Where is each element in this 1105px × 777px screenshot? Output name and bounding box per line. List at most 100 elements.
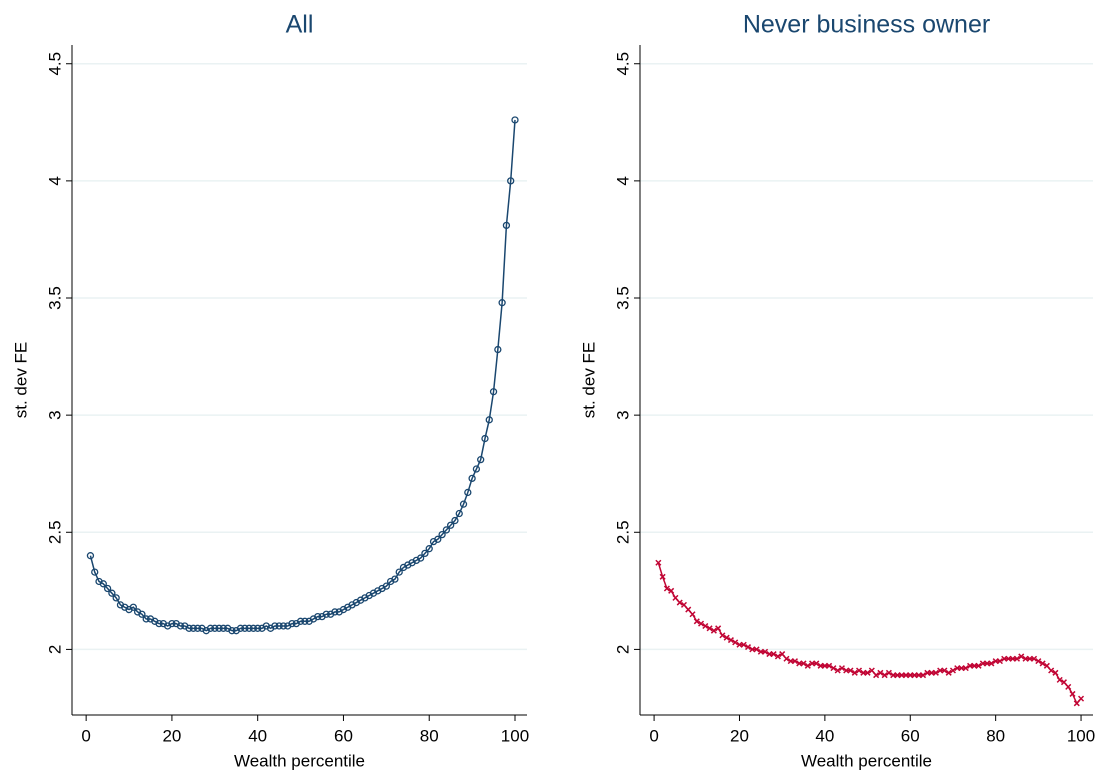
series-line: [89, 119, 516, 632]
marker: [219, 624, 228, 632]
y-axis-title: st. dev FE: [579, 342, 598, 419]
marker: [215, 624, 223, 632]
marker: [685, 606, 692, 613]
marker: [945, 669, 952, 676]
marker: [962, 665, 969, 672]
marker: [129, 603, 137, 611]
marker: [864, 669, 871, 676]
marker: [91, 568, 99, 576]
marker: [455, 509, 463, 518]
marker: [86, 552, 95, 560]
marker: [1078, 695, 1085, 702]
marker: [416, 554, 425, 562]
marker: [249, 624, 258, 632]
series-line: [657, 562, 1082, 705]
marker: [881, 672, 888, 679]
marker: [155, 619, 163, 628]
marker: [719, 632, 726, 639]
y-tick-label: 2.5: [45, 520, 64, 544]
marker: [485, 416, 493, 424]
marker: [727, 637, 734, 644]
marker: [395, 568, 403, 576]
marker: [459, 500, 468, 508]
marker: [873, 672, 880, 679]
marker: [723, 634, 730, 641]
marker: [680, 601, 688, 608]
marker: [434, 535, 442, 543]
marker: [693, 618, 700, 625]
y-tick-label: 4: [613, 176, 632, 185]
marker: [855, 667, 863, 674]
marker: [254, 624, 262, 632]
marker: [464, 488, 472, 497]
marker: [1069, 690, 1076, 697]
marker: [112, 594, 120, 602]
y-tick-label: 4.5: [613, 52, 632, 76]
marker: [331, 608, 339, 616]
marker: [489, 388, 498, 396]
x-tick-label: 60: [334, 726, 353, 745]
marker: [932, 669, 939, 676]
marker: [676, 599, 683, 606]
marker: [826, 662, 833, 669]
marker: [800, 660, 807, 667]
marker: [425, 545, 433, 553]
marker: [442, 526, 451, 534]
marker: [1018, 653, 1025, 660]
marker: [498, 299, 506, 307]
marker: [920, 672, 927, 679]
y-tick-label: 3.5: [45, 286, 64, 310]
marker: [447, 521, 455, 529]
marker: [279, 622, 288, 630]
marker: [672, 594, 679, 601]
marker: [988, 660, 995, 667]
marker: [702, 622, 709, 630]
marker: [838, 665, 845, 672]
marker: [108, 589, 116, 597]
marker: [138, 610, 146, 618]
x-tick-label: 20: [162, 726, 181, 745]
marker: [1013, 655, 1021, 662]
marker: [1039, 660, 1046, 667]
marker: [176, 622, 185, 630]
panel: All 2 2.5 3 3.5 4 4.5 0 20 40 60 80 100 Wealth percen…: [11, 11, 529, 771]
marker: [1031, 655, 1038, 662]
marker: [322, 610, 330, 618]
marker: [228, 627, 236, 635]
x-tick-label: 80: [986, 726, 1005, 745]
x-tick-label: 40: [815, 726, 834, 745]
marker: [1060, 679, 1068, 686]
marker: [774, 653, 781, 660]
marker: [868, 667, 875, 674]
marker: [698, 620, 705, 627]
marker: [710, 627, 717, 634]
marker: [206, 624, 215, 632]
marker: [770, 651, 777, 658]
marker: [472, 465, 481, 473]
marker: [1048, 667, 1055, 674]
marker: [451, 516, 459, 525]
marker: [791, 658, 799, 665]
marker: [211, 624, 219, 632]
x-tick-label: 100: [1067, 726, 1095, 745]
panel: Never business owner 2 2.5 3 3.5 4 4.5 0 20 40 60 8…: [579, 11, 1095, 771]
marker: [996, 658, 1003, 665]
marker: [194, 624, 202, 632]
marker: [804, 662, 811, 669]
x-tick-label: 60: [901, 726, 920, 745]
marker: [382, 582, 390, 590]
y-tick-label: 3: [613, 410, 632, 419]
marker: [511, 116, 519, 124]
marker: [494, 345, 502, 354]
x-axis-title: Wealth percentile: [234, 751, 365, 770]
marker: [783, 655, 790, 662]
marker: [975, 662, 982, 669]
marker: [732, 639, 739, 646]
marker: [668, 587, 675, 594]
y-tick-label: 3: [45, 410, 64, 419]
marker: [481, 434, 489, 443]
marker: [851, 669, 858, 676]
marker: [477, 456, 485, 464]
marker: [168, 619, 176, 628]
x-tick-label: 0: [81, 726, 90, 745]
